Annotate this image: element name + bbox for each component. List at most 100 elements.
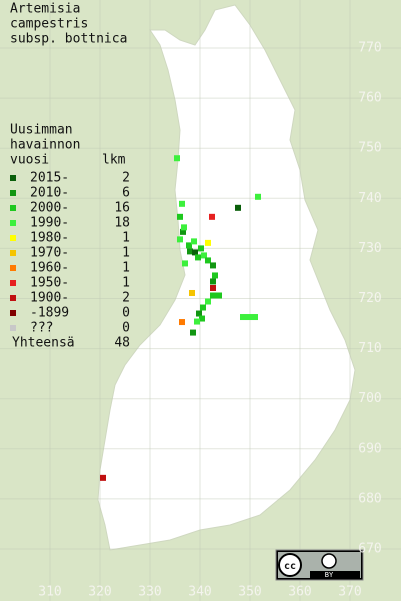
legend-count: 2 <box>122 171 130 186</box>
observation <box>181 224 187 231</box>
observation <box>235 204 241 211</box>
observation <box>187 248 193 255</box>
y-tick-label: 690 <box>358 441 381 456</box>
legend-label: 2015- <box>30 171 69 186</box>
license-badge: cc BY <box>275 549 364 581</box>
x-tick-label: 310 <box>38 585 61 600</box>
observation <box>199 315 205 322</box>
y-tick-label: 740 <box>358 191 381 206</box>
legend-count: 1 <box>122 276 130 291</box>
legend-count: 1 <box>122 261 130 276</box>
y-tick-label: 680 <box>358 491 381 506</box>
title-line: campestris <box>10 17 88 32</box>
legend-count: 2 <box>122 291 130 306</box>
observation <box>205 239 211 246</box>
legend-swatch <box>10 190 16 196</box>
legend-count: 0 <box>122 306 130 321</box>
legend-swatch <box>10 175 16 181</box>
x-tick-label: 370 <box>338 585 361 600</box>
legend-count: 1 <box>122 246 130 261</box>
x-tick-label: 350 <box>238 585 261 600</box>
legend-header: havainnon <box>10 138 80 153</box>
observation <box>210 284 216 291</box>
x-tick-label: 330 <box>138 585 161 600</box>
title-line: Artemisia <box>10 2 80 17</box>
svg-text:cc: cc <box>284 561 296 572</box>
country-outline <box>97 4 356 551</box>
legend-count: 0 <box>122 321 130 336</box>
legend-col: lkm <box>102 153 126 168</box>
legend-label: 2000- <box>30 201 69 216</box>
observation <box>210 292 216 299</box>
observation <box>179 319 185 326</box>
legend-total: 48 <box>114 336 130 351</box>
legend-count: 6 <box>122 186 130 201</box>
y-tick-label: 710 <box>358 341 381 356</box>
legend-count: 18 <box>114 216 130 231</box>
observation <box>246 314 252 321</box>
observation <box>210 262 216 269</box>
observation <box>100 474 106 481</box>
legend-header: Uusimman <box>10 123 73 138</box>
y-tick-label: 750 <box>358 141 381 156</box>
y-tick-label: 730 <box>358 241 381 256</box>
legend-count: 1 <box>122 231 130 246</box>
x-tick-label: 340 <box>188 585 211 600</box>
y-tick-label: 760 <box>358 91 381 106</box>
observation <box>186 242 192 249</box>
observation <box>240 314 246 321</box>
legend-swatch <box>10 220 16 226</box>
observation <box>177 213 183 220</box>
x-tick-label: 320 <box>88 585 111 600</box>
legend-label: 1960- <box>30 261 69 276</box>
legend-label: 1950- <box>30 276 69 291</box>
license-label: BY <box>325 571 334 579</box>
legend-swatch <box>10 265 16 271</box>
observation <box>192 249 198 256</box>
observation <box>174 155 180 162</box>
observation <box>201 252 207 259</box>
observation <box>189 289 195 296</box>
legend-swatch <box>10 280 16 286</box>
observation <box>194 318 200 325</box>
observation <box>195 254 201 261</box>
observation <box>190 329 196 336</box>
observation <box>255 193 261 200</box>
observation <box>210 278 216 285</box>
observation <box>205 298 211 305</box>
legend-label: 1990- <box>30 216 69 231</box>
observation <box>182 260 188 267</box>
observation <box>212 272 218 279</box>
legend-swatch <box>10 295 16 301</box>
legend-swatch <box>10 250 16 256</box>
legend-col: vuosi <box>10 153 49 168</box>
y-tick-label: 720 <box>358 291 381 306</box>
legend-swatch <box>10 205 16 211</box>
observation <box>196 310 202 317</box>
observation <box>191 238 197 245</box>
y-tick-label: 770 <box>358 41 381 56</box>
legend-total-label: Yhteensä <box>12 336 75 351</box>
observation <box>200 304 206 311</box>
observation <box>209 213 215 220</box>
observation <box>205 257 211 264</box>
title-line: subsp. bottnica <box>10 32 127 47</box>
y-tick-label: 700 <box>358 391 381 406</box>
legend-swatch <box>10 325 16 331</box>
legend-label: 1970- <box>30 246 69 261</box>
observation <box>177 236 183 243</box>
legend-label: ??? <box>30 321 53 336</box>
legend-label: -1899 <box>30 306 69 321</box>
legend-swatch <box>10 235 16 241</box>
legend-count: 16 <box>114 201 130 216</box>
legend-label: 2010- <box>30 186 69 201</box>
observation <box>179 200 185 207</box>
observation <box>252 314 258 321</box>
observation <box>216 292 222 299</box>
legend-swatch <box>10 310 16 316</box>
observation <box>198 245 204 252</box>
observation <box>180 228 186 235</box>
x-tick-label: 360 <box>288 585 311 600</box>
legend-label: 1980- <box>30 231 69 246</box>
